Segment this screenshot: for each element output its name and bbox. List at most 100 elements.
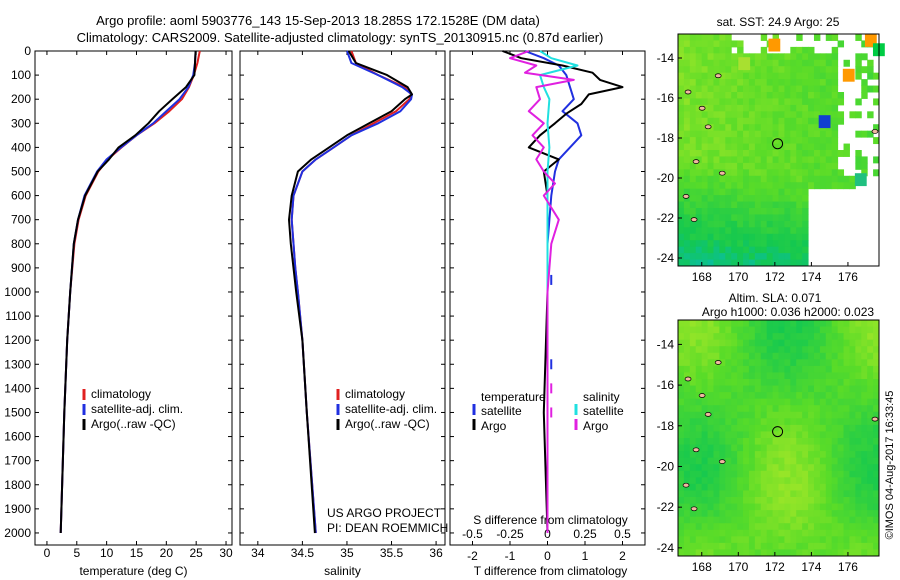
sla-map-cell	[784, 497, 791, 505]
sst-map-cell	[760, 208, 768, 215]
sla-map-cell	[772, 510, 779, 518]
sla-map-cell	[760, 379, 768, 387]
sla-map-cell	[695, 352, 703, 360]
depth-tick-label: 600	[11, 189, 31, 203]
sla-map-cell	[873, 392, 880, 400]
sst-map-cell	[695, 117, 703, 125]
sla-map-cell	[695, 549, 703, 557]
sst-map-cell	[695, 182, 703, 190]
sst-map-cell	[743, 227, 750, 235]
sla-map-cell	[683, 438, 691, 446]
sla-map-cell	[867, 359, 874, 367]
sla-map-cell	[831, 424, 839, 432]
sla-map-cell	[843, 483, 850, 491]
sla-map-cell	[737, 339, 744, 347]
sst-map-cell	[802, 233, 809, 241]
temp-legend-argo: Argo(..raw -QC)	[91, 417, 176, 431]
sla-map-cell	[725, 379, 732, 387]
sst-map-cell	[790, 46, 797, 54]
sla-map-cell	[819, 523, 827, 531]
sst-map-cell	[790, 175, 797, 183]
sla-map-cell	[873, 490, 880, 498]
sla-map-cell	[784, 536, 791, 544]
sla-map-cell	[825, 339, 833, 347]
sla-map-cell	[731, 385, 738, 393]
sla-map-cell	[713, 497, 720, 505]
sla-map-cell	[819, 549, 827, 557]
sst-ytick-label: -18	[657, 131, 675, 145]
sst-map-cell	[808, 46, 815, 54]
sla-map-cell	[766, 398, 774, 406]
sla-map-cell	[678, 490, 685, 498]
sla-map-cell	[701, 372, 709, 380]
diff-t-xtick-label: 0	[544, 549, 551, 563]
sla-map-cell	[748, 333, 756, 341]
sla-map-cell	[701, 510, 709, 518]
sst-map-cell	[842, 68, 855, 82]
sla-map-cell	[843, 339, 850, 347]
sla-map-cell	[837, 411, 845, 419]
sla-map-cell	[701, 438, 709, 446]
sst-map-cell	[731, 117, 738, 125]
sst-map-cell	[748, 182, 756, 190]
sst-map-cell	[796, 59, 803, 67]
sla-map-cell	[683, 352, 691, 360]
sst-map-cell	[796, 208, 803, 215]
sla-map-cell	[808, 529, 815, 537]
sla-map-cell	[737, 372, 744, 380]
sst-map-cell	[760, 59, 768, 67]
diff-series-sargo	[509, 50, 575, 533]
sst-map-cell	[778, 208, 785, 215]
depth-tick-label: 1300	[4, 357, 31, 371]
sla-map-cell	[796, 490, 803, 498]
sla-map-cell	[719, 398, 726, 406]
sla-map-cell	[701, 359, 709, 367]
sla-map-cell	[825, 542, 833, 550]
sal-xtick-label: 34.5	[291, 546, 315, 560]
sst-map-cell	[731, 130, 738, 138]
sla-map-cell	[802, 516, 809, 524]
sla-map-cell	[849, 444, 856, 452]
sst-map-cell	[678, 46, 685, 54]
sla-map-cell	[760, 536, 768, 544]
sst-map-cell	[825, 66, 833, 74]
sla-map-cell	[873, 536, 880, 544]
sst-map-cell	[731, 220, 738, 228]
sla-map-cell	[813, 326, 821, 334]
sla-map-cell	[766, 346, 774, 354]
sst-map-cell	[837, 169, 845, 177]
sst-map-cell	[754, 188, 762, 196]
sst-map-cell	[802, 85, 809, 93]
sst-map-cell	[683, 182, 691, 190]
sst-map-cell	[743, 259, 750, 267]
sla-map-cell	[678, 549, 685, 557]
sst-map-cell	[808, 137, 815, 145]
sst-map-cell	[864, 34, 877, 47]
sst-map-cell	[802, 214, 809, 222]
sst-map-cell	[754, 98, 762, 106]
sst-map-cell	[772, 220, 779, 228]
sla-map-cell	[760, 490, 768, 498]
temp-series-sat	[59, 50, 197, 534]
sst-map-cell	[701, 53, 709, 61]
sst-map-cell	[790, 72, 797, 80]
sla-map-cell	[731, 497, 738, 505]
sst-map-cell	[748, 85, 756, 93]
sst-map-cell	[695, 195, 703, 203]
sla-map-cell	[748, 529, 756, 537]
sla-xtick-label: 176	[838, 560, 858, 574]
sla-map-cell	[707, 477, 714, 485]
sla-map-cell	[825, 497, 833, 505]
sla-map-cell	[713, 549, 720, 557]
sla-map-cell	[849, 398, 856, 406]
sst-map-cell	[802, 253, 809, 261]
sla-map-cell	[701, 346, 709, 354]
sst-map-cell	[713, 124, 720, 132]
sla-map-cell	[802, 529, 809, 537]
sla-island	[692, 447, 700, 453]
sla-map-cell	[689, 497, 697, 505]
sst-map-cell	[731, 233, 738, 241]
sla-map-cell	[772, 503, 779, 511]
sla-map-cell	[748, 464, 756, 472]
sla-map-cell	[737, 477, 744, 485]
